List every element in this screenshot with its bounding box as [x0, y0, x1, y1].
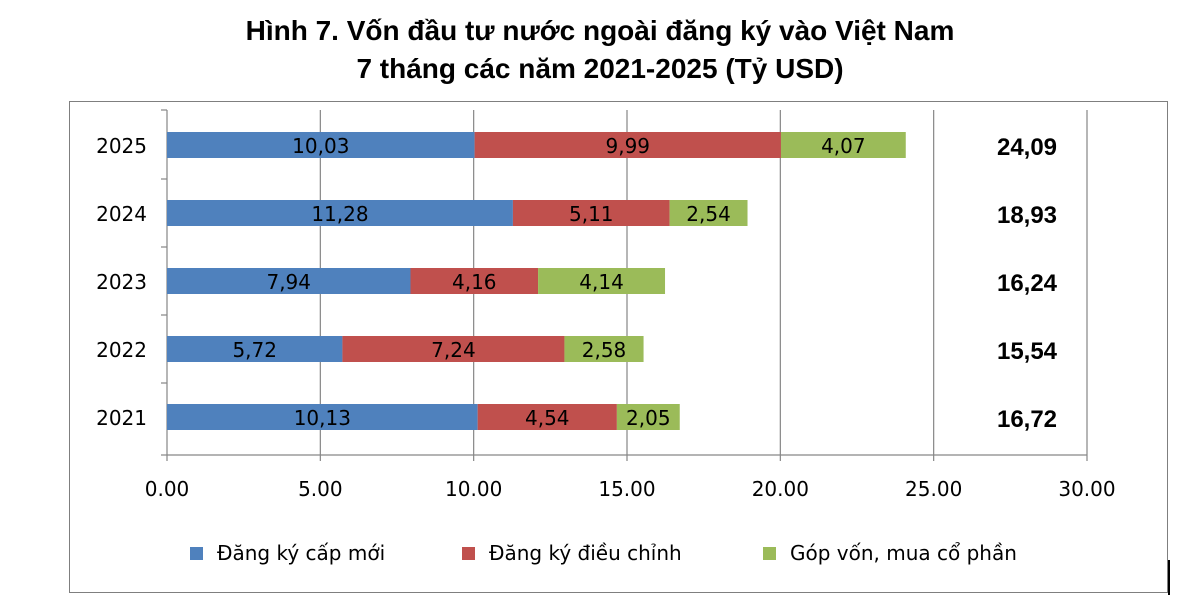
data-label: 4,07: [821, 134, 866, 158]
bar-segment: [538, 268, 666, 294]
bar-segment: [167, 132, 475, 158]
x-tick-label: 15.00: [598, 477, 655, 501]
axes: 0.00 5.00 10.00 15.00 20.00 25.00 30.00 2025 202…: [96, 109, 1116, 501]
y-tick-label: 2022: [96, 338, 147, 362]
labels: 10,03 9,99 4,07 24,09 11,28 5,11 2,54 18,93 7,94…: [232, 134, 1057, 433]
bar-segment: [616, 404, 680, 430]
legend-label: Góp vốn, mua cổ phần: [790, 541, 1017, 565]
bar-segment: [780, 132, 906, 158]
total-label: 16,72: [997, 406, 1057, 433]
total-label: 16,24: [997, 270, 1058, 297]
data-label: 2,54: [686, 202, 731, 226]
legend-item: Đăng ký điều chỉnh: [462, 538, 682, 568]
data-label: 10,03: [292, 134, 349, 158]
legend-swatch: [763, 546, 776, 560]
y-tick-label: 2024: [96, 202, 147, 226]
legend-label: Đăng ký điều chỉnh: [489, 541, 682, 565]
bar-segment: [342, 336, 565, 362]
data-label: 4,16: [452, 270, 497, 294]
data-label: 5,11: [569, 202, 614, 226]
x-tick-label: 20.00: [752, 477, 809, 501]
bar-segment: [167, 404, 478, 430]
chart-legend: Đăng ký cấp mới Đăng ký điều chỉnh Góp vốn…: [0, 538, 1200, 568]
legend-swatch: [190, 546, 203, 560]
data-label: 2,58: [582, 338, 627, 362]
total-label: 24,09: [997, 134, 1057, 161]
data-label: 4,54: [525, 406, 570, 430]
x-tick-label: 30.00: [1058, 477, 1115, 501]
chart-title-block: Hình 7. Vốn đầu tư nước ngoài đăng ký và…: [0, 12, 1200, 88]
legend-label: Đăng ký cấp mới: [217, 541, 386, 565]
bar-segment: [564, 336, 644, 362]
bar-segment: [512, 200, 670, 226]
data-label: 9,99: [606, 134, 651, 158]
total-label: 15,54: [997, 338, 1058, 365]
data-label: 4,14: [579, 270, 624, 294]
bar-segment: [410, 268, 539, 294]
data-label: 10,13: [294, 406, 351, 430]
data-label: 11,28: [311, 202, 368, 226]
bar-segment: [477, 404, 617, 430]
legend-item: Đăng ký cấp mới: [190, 538, 385, 568]
y-tick-label: 2023: [96, 270, 147, 294]
x-tick-label: 10.00: [445, 477, 502, 501]
y-tick-label: 2025: [96, 134, 147, 158]
legend-swatch: [462, 546, 475, 560]
x-tick-label: 25.00: [905, 477, 962, 501]
bar-segment: [167, 268, 411, 294]
total-label: 18,93: [997, 202, 1057, 229]
frame-edge-mark: [1168, 560, 1170, 595]
data-label: 2,05: [626, 406, 671, 430]
data-label: 5,72: [232, 338, 277, 362]
bar-segment: [474, 132, 781, 158]
bars: [167, 132, 906, 430]
bar-segment: [167, 200, 513, 226]
y-tick-label: 2021: [96, 406, 147, 430]
data-label: 7,24: [431, 338, 476, 362]
x-tick-label: 0.00: [145, 477, 190, 501]
chart-title: Hình 7. Vốn đầu tư nước ngoài đăng ký và…: [245, 15, 955, 46]
chart-frame: [69, 101, 1168, 593]
bar-segment: [669, 200, 748, 226]
x-tick-label: 5.00: [298, 477, 343, 501]
legend-item: Góp vốn, mua cổ phần: [763, 538, 1017, 568]
data-label: 7,94: [266, 270, 311, 294]
chart-subtitle: 7 tháng các năm 2021-2025 (Tỷ USD): [356, 53, 844, 84]
bar-segment: [167, 336, 343, 362]
